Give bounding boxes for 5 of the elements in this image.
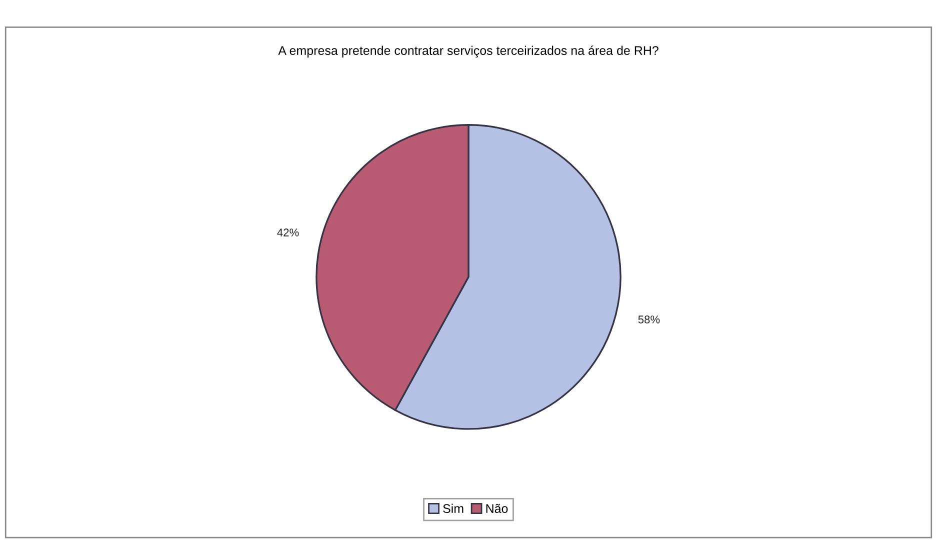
data-label: 42%: [277, 228, 299, 236]
legend-label: Não: [486, 504, 508, 513]
data-label: 58%: [638, 316, 660, 324]
chart-title: A empresa pretende contratar serviços terceirizados na área de RH?: [278, 46, 658, 58]
legend-label: Sim: [443, 504, 464, 513]
